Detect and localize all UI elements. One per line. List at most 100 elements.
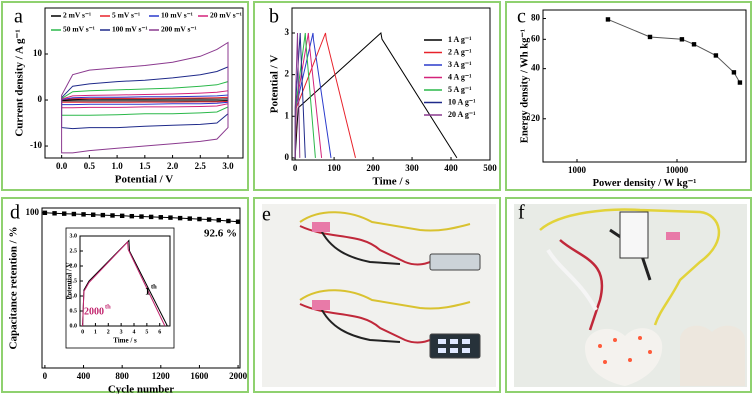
panel-border <box>505 1 752 191</box>
legend-label: 1 A g⁻¹ <box>448 35 472 44</box>
legend-label: 10 mV s⁻¹ <box>161 11 193 20</box>
panel-label: d <box>10 202 20 224</box>
legend-label: 5 A g⁻¹ <box>448 85 472 94</box>
x-tick-label: 0.0 <box>56 161 68 171</box>
plot-frame <box>291 7 491 161</box>
x-tick-label: 10000 <box>666 165 689 175</box>
x-tick-label: 400 <box>77 371 91 381</box>
photo-e <box>262 204 496 387</box>
legend-label: 20 A g⁻¹ <box>448 110 476 119</box>
x-tick-label: 0 <box>43 371 48 381</box>
panel-border <box>505 197 752 393</box>
point <box>679 37 685 42</box>
point <box>148 214 154 220</box>
point <box>62 211 67 216</box>
legend-label: 50 mV s⁻¹ <box>63 25 95 34</box>
y-axis-label: Current density / A g⁻¹ <box>14 29 26 136</box>
point <box>42 210 48 216</box>
point <box>71 211 77 217</box>
series-line <box>607 18 741 83</box>
panel-labels: a b c d e f <box>10 6 526 226</box>
point <box>177 215 183 221</box>
point <box>737 80 743 85</box>
x-tick-label: 4 <box>133 329 136 335</box>
x-axis-label: Power density / W kg⁻¹ <box>593 178 697 189</box>
panel-label: f <box>518 202 525 224</box>
x-tick-label: 2 <box>107 329 110 335</box>
y-tick-label: 20 <box>531 113 541 123</box>
legend-label: 100 mV s⁻¹ <box>112 25 148 34</box>
y-tick-label: 3.0 <box>70 233 78 239</box>
x-tick-label: 0.5 <box>84 161 96 171</box>
plot-frame <box>41 207 241 369</box>
y-tick-label: 80 <box>531 13 541 23</box>
y-tick-label: 100 <box>26 207 40 217</box>
point <box>158 215 163 220</box>
y-axis-label: Capacitance retention / % <box>8 227 20 350</box>
point <box>139 214 144 219</box>
wires <box>539 208 720 331</box>
point <box>187 216 192 221</box>
point <box>691 42 697 47</box>
point <box>731 70 737 75</box>
panel-label: a <box>14 6 23 28</box>
x-axis-label: Cycle number <box>108 384 174 394</box>
plot-frame <box>542 9 747 163</box>
legend-label: 20 mV s⁻¹ <box>210 11 242 20</box>
point <box>647 34 653 40</box>
x-tick-label: 2.0 <box>167 161 179 171</box>
legend-label: 5 mV s⁻¹ <box>112 11 140 20</box>
panel-label: b <box>269 6 279 28</box>
y-axis-label: Potential / V <box>269 55 281 114</box>
clip <box>312 222 330 232</box>
point <box>216 217 221 223</box>
point <box>206 217 212 222</box>
panel-border <box>1 1 249 191</box>
y-tick-label: 0 <box>38 94 43 104</box>
device <box>429 253 481 271</box>
y-tick-label: 2.0 <box>70 263 78 269</box>
clip <box>312 300 330 310</box>
y-tick-label: -10 <box>30 140 42 150</box>
photo-background <box>262 204 496 387</box>
y-tick-label: 1.5 <box>70 278 78 284</box>
point <box>90 212 96 217</box>
x-axis-label: Potential / V <box>115 174 174 186</box>
plot-frame <box>79 235 171 327</box>
x-tick-label: 6 <box>158 329 161 335</box>
device <box>429 333 481 359</box>
x-tick-label: 300 <box>405 163 419 173</box>
y-axis-label: Energy density / Wh kg⁻¹ <box>519 29 530 143</box>
x-tick-label: 2.5 <box>195 161 207 171</box>
curve-label-sup: th <box>151 283 157 290</box>
x-tick-label: 1600 <box>190 371 209 381</box>
leds <box>598 336 652 364</box>
x-tick-label: 1.0 <box>111 161 123 171</box>
point <box>81 212 86 217</box>
point <box>713 53 719 58</box>
x-tick-label: 1200 <box>152 371 171 381</box>
x-tick-label: 0 <box>293 163 298 173</box>
fabric <box>585 328 663 386</box>
y-tick-label: 0 <box>285 152 290 162</box>
y-tick-label: 2 <box>285 69 290 79</box>
y-tick-label: 1.0 <box>70 293 78 299</box>
y-tick-label: 3 <box>285 27 290 37</box>
x-tick-label: 3 <box>120 329 123 335</box>
series-line <box>82 240 166 327</box>
point <box>605 17 611 22</box>
annotation: 92.6 % <box>204 228 237 240</box>
curve-label-sup: th <box>105 303 111 310</box>
legend-label: 2 A g⁻¹ <box>448 47 472 56</box>
holder <box>619 211 649 259</box>
legend-label: 3 A g⁻¹ <box>448 60 472 69</box>
x-tick-label: 1.5 <box>139 161 151 171</box>
x-tick-label: 200 <box>366 163 380 173</box>
legend-label: 10 A g⁻¹ <box>448 97 476 106</box>
x-tick-label: 500 <box>483 163 497 173</box>
wires <box>299 211 471 344</box>
x-tick-label: 1000 <box>568 165 587 175</box>
y-tick-label: 2.5 <box>70 248 78 254</box>
